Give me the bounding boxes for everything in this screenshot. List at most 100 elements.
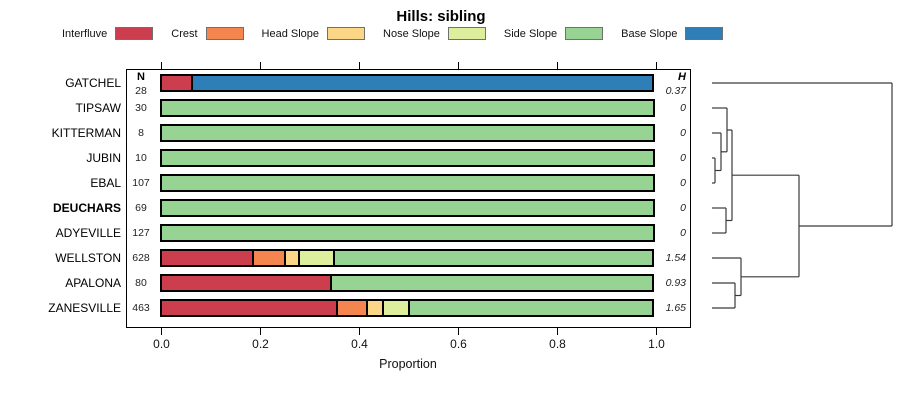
bar (159, 124, 655, 142)
legend-label: Head Slope (261, 27, 320, 40)
axis-tick-bottom (161, 328, 162, 335)
bar-segment-side-slope (159, 224, 655, 242)
bar (159, 199, 655, 217)
axis-tick-label: 0.4 (351, 337, 368, 351)
axis-tick-label: 1.0 (648, 337, 665, 351)
legend-item: Base Slope (621, 27, 724, 40)
legend-label: Crest (171, 27, 198, 40)
axis-tick-bottom (260, 328, 261, 335)
row-label: DEUCHARS (52, 201, 121, 215)
bar-segment-base-slope (190, 74, 655, 92)
row-label: JUBIN (86, 151, 121, 165)
legend-item: Side Slope (504, 27, 604, 40)
legend-label: Nose Slope (383, 27, 440, 40)
legend-label: Interfluve (62, 27, 108, 40)
h-value: 0 (680, 227, 686, 239)
axis-tick-top (260, 62, 261, 69)
row-label: APALONA (65, 276, 121, 290)
bar (159, 149, 655, 167)
bar (159, 249, 655, 267)
bar-segment-side-slope (159, 124, 655, 142)
axis-tick-label: 0.8 (549, 337, 566, 351)
legend-swatch (565, 27, 604, 40)
n-value: 80 (135, 277, 147, 289)
n-value: 8 (138, 127, 144, 139)
h-value: 0 (680, 127, 686, 139)
axis-tick-top (458, 62, 459, 69)
legend-item: Nose Slope (383, 27, 486, 40)
chart-title: Hills: sibling (396, 8, 486, 25)
axis-tick-label: 0.6 (450, 337, 467, 351)
h-value: 0.93 (665, 277, 686, 289)
axis-tick-label: 0.0 (153, 337, 170, 351)
h-value: 0.37 (665, 85, 686, 97)
row-label: TIPSAW (75, 101, 121, 115)
n-value: 127 (132, 227, 150, 239)
bar-segment-side-slope (159, 199, 655, 217)
bar (159, 224, 655, 242)
n-value: 69 (135, 202, 147, 214)
axis-tick-bottom (458, 328, 459, 335)
axis-tick-bottom (557, 328, 558, 335)
h-value: 1.54 (665, 252, 686, 264)
row-label: KITTERMAN (51, 126, 121, 140)
plot-panel (126, 69, 691, 328)
bar-segment-side-slope (332, 249, 655, 267)
h-column-header: H (678, 71, 686, 83)
legend-swatch (115, 27, 154, 40)
bar-segment-side-slope (159, 99, 655, 117)
legend-label: Base Slope (621, 27, 678, 40)
row-label: WELLSTON (55, 251, 121, 265)
h-value: 0 (680, 202, 686, 214)
row-label: EBAL (90, 176, 121, 190)
h-value: 0 (680, 177, 686, 189)
legend-swatch (685, 27, 724, 40)
row-label: GATCHEL (65, 76, 121, 90)
bar-segment-side-slope (159, 174, 655, 192)
h-value: 0 (680, 102, 686, 114)
bar-segment-interfluve (159, 274, 332, 292)
bar (159, 74, 655, 92)
legend-item: Head Slope (262, 27, 366, 40)
legend-item: Interfluve (62, 27, 154, 40)
n-value: 30 (135, 102, 147, 114)
axis-tick-top (656, 62, 657, 69)
legend-swatch (205, 27, 244, 40)
h-value: 0 (680, 152, 686, 164)
axis-tick-top (161, 62, 162, 69)
bar-segment-nose-slope (381, 299, 410, 317)
x-axis-title: Proportion (379, 357, 437, 371)
h-value: 1.65 (665, 302, 686, 314)
n-value: 10 (135, 152, 147, 164)
legend-item: Crest (171, 27, 244, 40)
axis-tick-label: 0.2 (252, 337, 269, 351)
n-value: 28 (135, 85, 147, 97)
n-column-header: N (137, 71, 145, 83)
bar (159, 99, 655, 117)
legend-swatch (327, 27, 366, 40)
axis-tick-bottom (359, 328, 360, 335)
axis-tick-top (359, 62, 360, 69)
bar-segment-crest (335, 299, 368, 317)
legend-swatch (447, 27, 486, 40)
bar (159, 174, 655, 192)
axis-tick-bottom (656, 328, 657, 335)
bar-segment-side-slope (329, 274, 655, 292)
axis-tick-top (557, 62, 558, 69)
legend: Interfluve Crest Head Slope Nose Slope Side … (62, 27, 724, 40)
bar-segment-nose-slope (297, 249, 335, 267)
dendrogram (712, 82, 893, 309)
bar-segment-side-slope (159, 149, 655, 167)
bar-segment-interfluve (159, 299, 338, 317)
bar-segment-interfluve (159, 74, 193, 92)
n-value: 463 (132, 302, 150, 314)
bar-segment-crest (251, 249, 286, 267)
row-label: ADYEVILLE (55, 226, 121, 240)
n-value: 107 (132, 177, 150, 189)
bar (159, 299, 655, 317)
bar-segment-side-slope (407, 299, 655, 317)
bar-segment-interfluve (159, 249, 254, 267)
n-value: 628 (132, 252, 150, 264)
row-label: ZANESVILLE (48, 301, 121, 315)
